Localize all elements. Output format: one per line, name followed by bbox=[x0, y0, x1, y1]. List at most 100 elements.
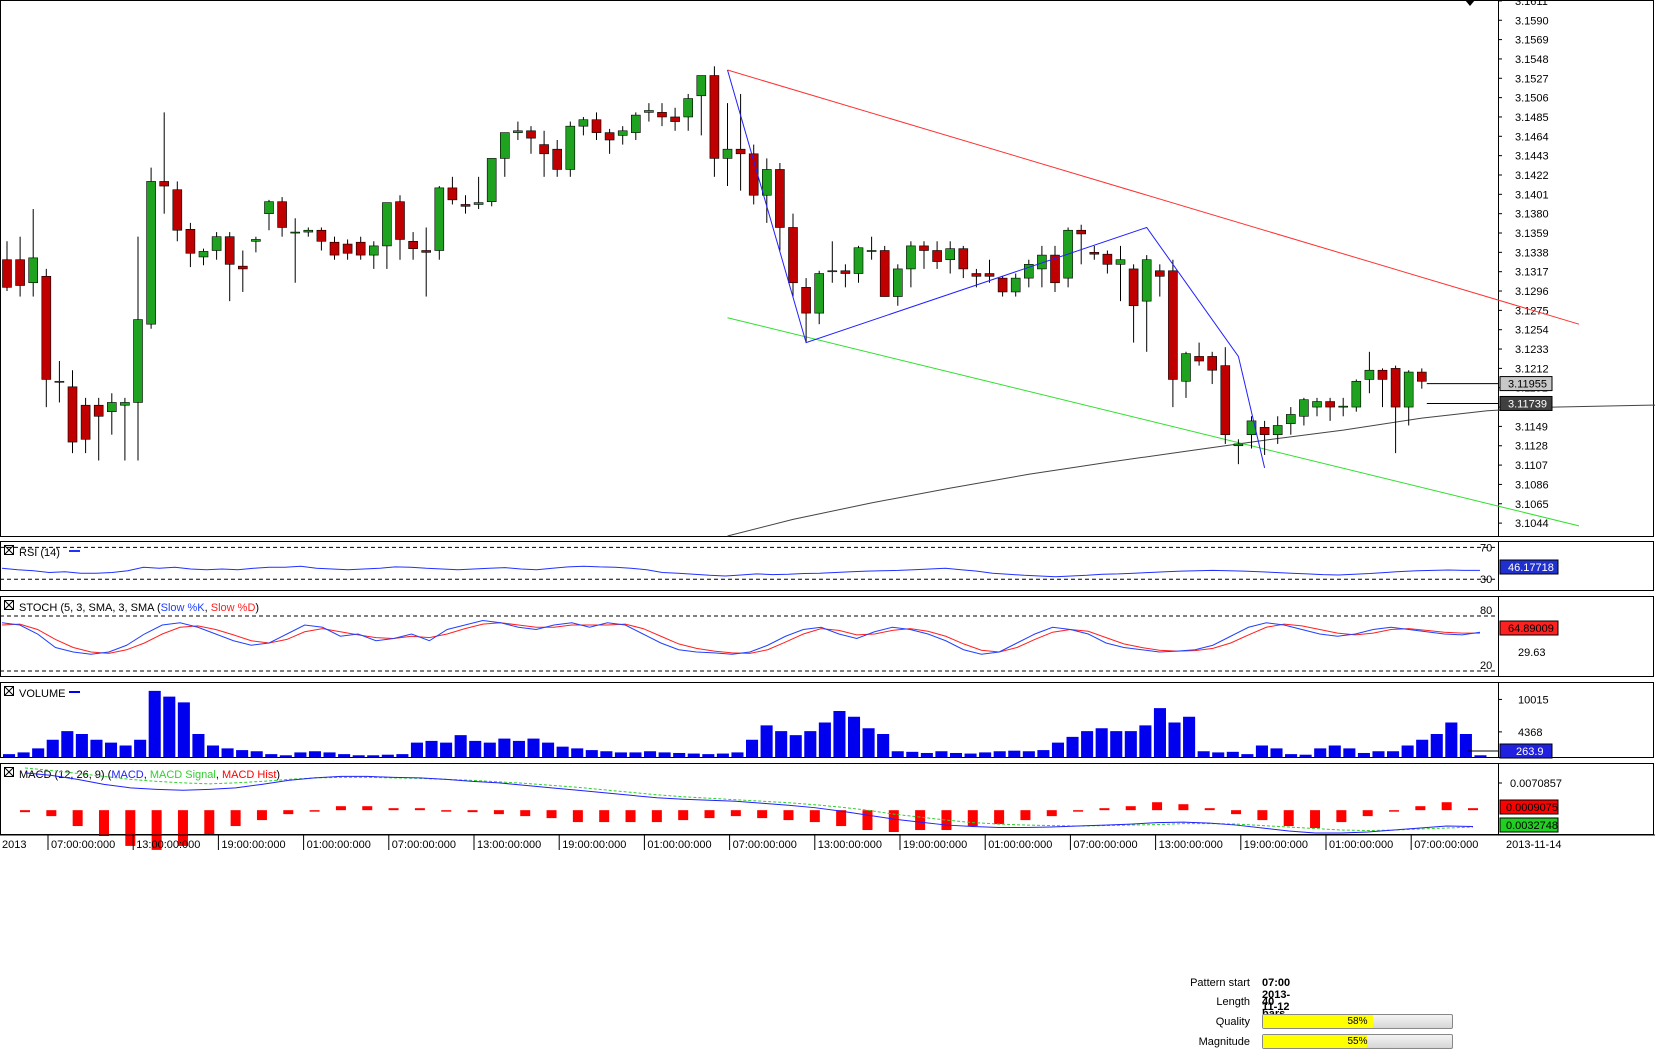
macd-hist-bar bbox=[336, 806, 346, 810]
macd-signal-value-label: 0.0032748 bbox=[1506, 820, 1558, 832]
candle bbox=[212, 232, 221, 260]
volume-bar bbox=[251, 751, 263, 757]
macd-hist-bar bbox=[125, 810, 135, 846]
candle-body bbox=[658, 112, 667, 117]
price-tick-label: 3.1254 bbox=[1515, 325, 1549, 337]
candle bbox=[409, 232, 418, 260]
candle bbox=[566, 122, 575, 177]
candle bbox=[3, 241, 12, 291]
volume-bar bbox=[950, 753, 962, 757]
pattern-start-label: Pattern start bbox=[1130, 977, 1250, 989]
candle bbox=[854, 246, 863, 283]
x-axis-tick-label: 19:00:00:000 bbox=[562, 839, 626, 851]
candle-body bbox=[212, 237, 221, 251]
volume-bar bbox=[906, 752, 918, 757]
volume-bar bbox=[1037, 750, 1049, 757]
candle-body bbox=[1260, 427, 1269, 434]
x-axis-tick-label: 01:00:00:000 bbox=[647, 839, 711, 851]
candle-body bbox=[304, 230, 313, 232]
magnitude-bar: 55% bbox=[1262, 1034, 1453, 1049]
candle-body bbox=[1129, 269, 1138, 306]
price-tick-label: 3.1506 bbox=[1515, 93, 1549, 105]
volume-bar bbox=[819, 723, 831, 758]
volume-bar bbox=[1212, 752, 1224, 757]
price-tick-label: 3.1149 bbox=[1515, 421, 1548, 433]
candle bbox=[841, 264, 850, 287]
macd-hist-bar bbox=[468, 810, 478, 812]
macd-hist-bar bbox=[1468, 808, 1478, 810]
volume-bar bbox=[1154, 708, 1166, 757]
candle bbox=[448, 177, 457, 205]
volume-bar bbox=[1183, 717, 1195, 757]
volume-bar bbox=[90, 740, 102, 757]
volume-bar bbox=[1387, 751, 1399, 757]
volume-bar bbox=[527, 739, 539, 757]
volume-bar bbox=[979, 752, 991, 757]
candle bbox=[933, 241, 942, 269]
macd-hist-bar bbox=[1152, 802, 1162, 810]
candle bbox=[736, 94, 745, 191]
macd-title: MACD (12, 26, 9) (MACD, MACD Signal, MAC… bbox=[19, 769, 280, 781]
candle bbox=[1142, 255, 1151, 352]
candle-body bbox=[867, 251, 876, 252]
macd-hist-bar bbox=[652, 810, 662, 822]
volume-bar bbox=[1198, 751, 1210, 757]
candle-body bbox=[29, 258, 38, 283]
candle bbox=[147, 168, 156, 329]
volume-bar bbox=[1241, 754, 1253, 757]
volume-tick-label: 4368 bbox=[1518, 727, 1542, 739]
volume-bar bbox=[18, 752, 30, 757]
candle bbox=[304, 227, 313, 236]
candle bbox=[618, 126, 627, 144]
candle-body bbox=[1247, 421, 1256, 435]
candle bbox=[317, 227, 326, 250]
rsi-value-label: 46.17718 bbox=[1508, 562, 1554, 574]
candle-body bbox=[1365, 370, 1374, 379]
volume-bar bbox=[294, 752, 306, 757]
volume-bar bbox=[455, 735, 467, 757]
volume-bar bbox=[222, 748, 234, 757]
candle bbox=[278, 197, 287, 237]
volume-bar bbox=[688, 754, 700, 757]
volume-bar bbox=[644, 751, 656, 757]
candle bbox=[1378, 368, 1387, 407]
volume-bar bbox=[935, 751, 947, 757]
volume-bar bbox=[3, 754, 15, 757]
candle-body bbox=[1195, 356, 1204, 361]
volume-bar bbox=[848, 717, 860, 757]
macd-hist-bar bbox=[231, 810, 241, 826]
macd-hist-bar bbox=[1415, 806, 1425, 810]
macd-hist-bar bbox=[204, 810, 214, 834]
pane-frame-price bbox=[1, 1, 1654, 537]
macd-hist-bar bbox=[1257, 810, 1267, 820]
volume-bar bbox=[629, 752, 641, 757]
volume-bar bbox=[746, 740, 758, 757]
stoch-level-label: 20 bbox=[1480, 660, 1492, 672]
macd-hist-bar bbox=[1363, 810, 1373, 816]
stoch-k-line bbox=[2, 621, 1480, 655]
macd-hist-bar bbox=[20, 810, 30, 812]
volume-bar bbox=[1168, 723, 1180, 758]
candle-body bbox=[1011, 278, 1020, 292]
volume-bar bbox=[1474, 755, 1486, 757]
volume-bar bbox=[1358, 753, 1370, 757]
price-tick-label: 3.1275 bbox=[1515, 305, 1549, 317]
candle-body bbox=[147, 181, 156, 324]
x-axis-tick-label: 19:00:00:000 bbox=[903, 839, 967, 851]
candle bbox=[1155, 264, 1164, 296]
price-tick-label: 3.1233 bbox=[1515, 344, 1549, 356]
macd-hist-bar bbox=[520, 810, 530, 816]
candle-body bbox=[893, 269, 902, 297]
candle bbox=[1077, 225, 1086, 265]
stoch-value-label: 64.89009 bbox=[1508, 623, 1554, 635]
macd-hist-bar bbox=[1389, 810, 1399, 812]
macd-hist-value-label: 0.0009075 bbox=[1506, 802, 1558, 814]
candle bbox=[500, 133, 509, 177]
volume-bar bbox=[513, 741, 525, 757]
candle bbox=[671, 108, 680, 131]
volume-bar bbox=[309, 751, 321, 757]
quality-value: 58% bbox=[1263, 1015, 1452, 1028]
candle bbox=[527, 126, 536, 154]
volume-bar bbox=[149, 691, 161, 757]
macd-hist-bar bbox=[310, 810, 320, 812]
